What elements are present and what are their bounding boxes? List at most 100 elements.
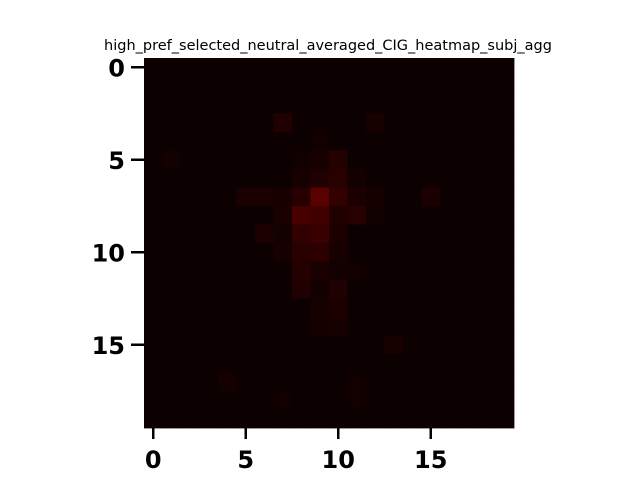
heatmap-cell (273, 150, 293, 170)
heatmap-cell (273, 113, 293, 133)
heatmap-cell (458, 113, 478, 133)
heatmap-cell (384, 280, 404, 299)
heatmap-cell (292, 187, 311, 207)
heatmap-cell (458, 354, 478, 373)
heatmap-cell (403, 169, 422, 188)
heatmap-cell (310, 354, 330, 373)
heatmap-cell (495, 206, 515, 225)
heatmap-cell (495, 317, 515, 336)
heatmap-cell (347, 391, 367, 410)
heatmap-cell (310, 372, 330, 392)
heatmap-cell (181, 76, 200, 96)
heatmap-cell (181, 169, 200, 188)
heatmap-cell (162, 169, 182, 188)
heatmap-cell (292, 150, 311, 170)
heatmap-cell (495, 95, 515, 114)
heatmap-cell (236, 76, 256, 96)
heatmap-cell (347, 187, 367, 207)
heatmap-cell (421, 132, 441, 151)
heatmap-cell (162, 113, 182, 133)
heatmap-cell (162, 187, 182, 207)
heatmap-cell (329, 354, 348, 373)
heatmap-cell (384, 95, 404, 114)
heatmap-cell (273, 187, 293, 207)
heatmap-cell (347, 261, 367, 281)
heatmap-cell (477, 132, 496, 151)
heatmap-cell (144, 409, 163, 429)
heatmap-cell (421, 372, 441, 392)
heatmap-cell (144, 280, 163, 299)
heatmap-cell (421, 317, 441, 336)
heatmap-cell (440, 58, 459, 77)
heatmap-cell (162, 224, 182, 244)
heatmap-cell (162, 317, 182, 336)
heatmap-cell (366, 391, 385, 410)
heatmap-cell (495, 280, 515, 299)
heatmap-cell (162, 298, 182, 318)
heatmap-cell (347, 335, 367, 355)
heatmap-cell (218, 298, 237, 318)
heatmap-cell (292, 169, 311, 188)
heatmap-cell (477, 113, 496, 133)
heatmap-cell (458, 150, 478, 170)
heatmap-cell (310, 261, 330, 281)
heatmap-cell (162, 206, 182, 225)
heatmap-cell (181, 298, 200, 318)
heatmap-cell (403, 150, 422, 170)
heatmap-cell (273, 169, 293, 188)
heatmap-cell (236, 317, 256, 336)
heatmap-cell (458, 132, 478, 151)
heatmap-cell (181, 95, 200, 114)
heatmap-cell (421, 150, 441, 170)
heatmap-cell (495, 132, 515, 151)
heatmap-cell (218, 261, 237, 281)
heatmap-cell (255, 354, 274, 373)
heatmap-cell (495, 298, 515, 318)
heatmap-cell (347, 113, 367, 133)
heatmap-cell (181, 317, 200, 336)
heatmap-cell (458, 335, 478, 355)
heatmap-cell (477, 206, 496, 225)
heatmap-cell (199, 58, 219, 77)
heatmap-cell (236, 280, 256, 299)
heatmap-cell (477, 76, 496, 96)
heatmap-cell (218, 354, 237, 373)
heatmap-cell (477, 335, 496, 355)
heatmap-cell (495, 169, 515, 188)
heatmap-cell (403, 206, 422, 225)
heatmap-cell (292, 261, 311, 281)
heatmap-cell (255, 150, 274, 170)
heatmap-cell (218, 187, 237, 207)
heatmap-cell (144, 132, 163, 151)
heatmap-cell (199, 298, 219, 318)
heatmap-cell (292, 224, 311, 244)
heatmap-cell (255, 224, 274, 244)
heatmap-cell (366, 169, 385, 188)
heatmap-cell (329, 391, 348, 410)
heatmap-cell (292, 280, 311, 299)
heatmap-cell (181, 391, 200, 410)
heatmap-cell (310, 113, 330, 133)
heatmap-cell (440, 95, 459, 114)
heatmap-cell (384, 391, 404, 410)
x-tick-label: 15 (414, 446, 447, 474)
heatmap-cell (421, 206, 441, 225)
heatmap-cell (255, 372, 274, 392)
heatmap-cell (384, 335, 404, 355)
heatmap-cell (144, 298, 163, 318)
heatmap-cell (236, 58, 256, 77)
heatmap-cell (329, 317, 348, 336)
heatmap-cell (273, 298, 293, 318)
heatmap-cell (199, 224, 219, 244)
heatmap-cell (440, 169, 459, 188)
heatmap-cell (162, 372, 182, 392)
heatmap-cell (181, 150, 200, 170)
heatmap-cell (292, 58, 311, 77)
heatmap-cell (458, 76, 478, 96)
heatmap-cell (181, 187, 200, 207)
heatmap-cell (403, 132, 422, 151)
heatmap-cell (218, 317, 237, 336)
heatmap-cell (162, 76, 182, 96)
heatmap-cell (218, 76, 237, 96)
heatmap-cell (255, 280, 274, 299)
